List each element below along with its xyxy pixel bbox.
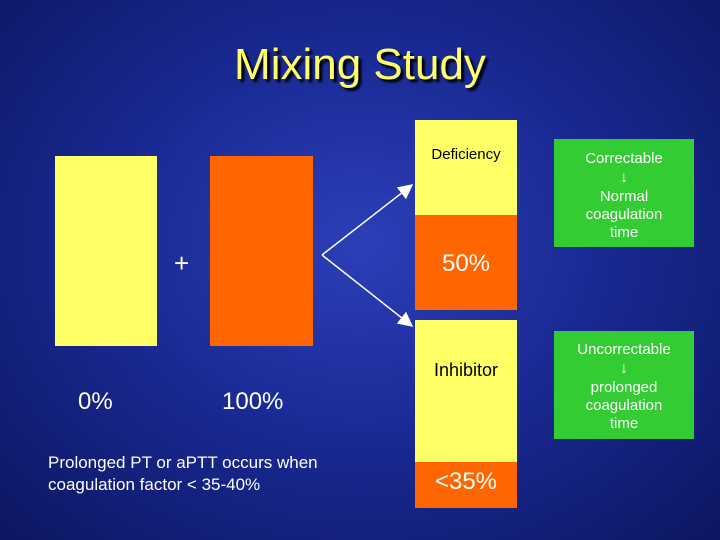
correctable-outcome: Normal coagulation time: [585, 188, 663, 241]
inhibitor-label: Inhibitor: [433, 360, 499, 380]
uncorrectable-outcome: prolonged coagulation time: [585, 379, 663, 432]
normal-plasma-bar: [55, 156, 157, 346]
correctable-box: Correctable ↓ Normal coagulation time: [554, 139, 694, 247]
patient-plasma-label: 100%: [222, 388, 284, 415]
uncorrectable-box: Uncorrectable ↓ prolonged coagulation ti…: [554, 331, 694, 439]
inhibitor-mix-top: [415, 320, 517, 462]
deficiency-mix-bottom: [415, 215, 517, 310]
correctable-arrow-icon: ↓: [620, 169, 628, 186]
arrow-to-deficiency: [321, 184, 414, 256]
patient-plasma-bar: [210, 156, 313, 346]
uncorrectable-arrow-icon: ↓: [620, 360, 628, 377]
deficiency-mix-top: [415, 120, 517, 215]
deficiency-level: 50%: [441, 250, 491, 277]
deficiency-label: Deficiency: [431, 146, 501, 163]
normal-plasma-label: 0%: [78, 388, 113, 415]
correctable-title: Correctable: [585, 150, 663, 167]
uncorrectable-title: Uncorrectable: [577, 341, 671, 358]
arrow-to-inhibitor: [321, 254, 414, 327]
threshold-note: Prolonged PT or aPTT occurs when coagula…: [48, 453, 318, 494]
slide-title: Mixing Study: [234, 40, 486, 89]
inhibitor-level: <35%: [434, 468, 498, 495]
plus-sign: +: [174, 248, 190, 278]
inhibitor-mix-bottom: [415, 462, 517, 508]
